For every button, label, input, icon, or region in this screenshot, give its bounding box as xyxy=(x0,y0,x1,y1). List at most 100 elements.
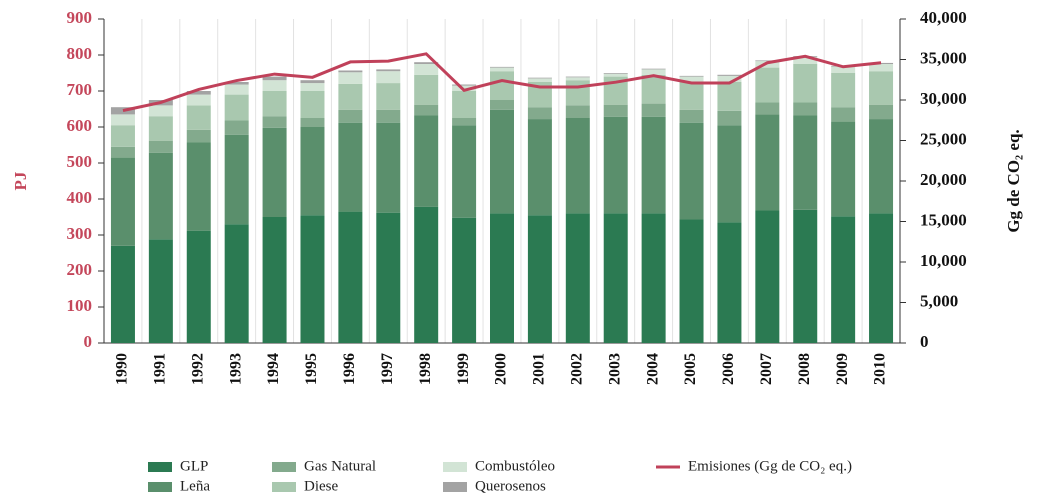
bar-segment xyxy=(755,210,780,343)
y2-tick-label: 10,000 xyxy=(920,251,967,270)
bar-segment xyxy=(679,76,704,82)
bar-segment xyxy=(110,157,135,246)
bar-segment xyxy=(224,224,249,343)
bar-segment xyxy=(527,215,552,343)
legend-label: Combustóleo xyxy=(475,458,555,474)
bar-segment xyxy=(452,84,477,86)
bar-segment xyxy=(338,70,363,73)
bar-segment xyxy=(224,82,249,85)
bar-segment xyxy=(338,109,363,123)
bar-segment xyxy=(641,103,666,117)
bar-segment xyxy=(414,74,439,105)
bar-segment xyxy=(793,64,818,103)
bar-segment xyxy=(414,115,439,207)
bar-segment xyxy=(148,116,173,141)
bar-segment xyxy=(679,122,704,220)
x-tick-label: 1995 xyxy=(303,353,320,385)
bar-segment xyxy=(679,219,704,343)
x-tick-label: 1994 xyxy=(265,353,282,385)
bar-segment xyxy=(110,245,135,343)
bar-segment xyxy=(376,71,401,84)
bar-segment xyxy=(186,105,211,130)
legend-swatch xyxy=(148,462,172,472)
bar-segment xyxy=(869,213,894,343)
y2-tick-label: 25,000 xyxy=(920,129,967,148)
bar-segment xyxy=(717,74,742,76)
bar-segment xyxy=(869,71,894,105)
bar-segment xyxy=(452,217,477,343)
x-tick-label: 1992 xyxy=(189,353,206,385)
bar-segment xyxy=(148,140,173,153)
bar-segment xyxy=(755,102,780,115)
emission-line xyxy=(122,52,882,112)
bar-segment xyxy=(793,115,818,210)
x-tick-label: 1999 xyxy=(455,353,472,385)
bar-segment xyxy=(414,104,439,116)
bar-segment xyxy=(717,75,742,82)
bar-segment xyxy=(300,91,325,118)
bar-segment xyxy=(793,56,818,64)
bar-segment xyxy=(300,83,325,91)
bar-segment xyxy=(603,104,628,117)
x-tick-label: 2006 xyxy=(720,353,737,385)
bar-segment xyxy=(490,67,514,72)
y2-tick-label: 40,000 xyxy=(920,8,967,27)
bar-segment xyxy=(603,116,628,214)
y-tick-label: 400 xyxy=(67,188,93,207)
x-tick-label: 1993 xyxy=(227,353,244,385)
bar-segment xyxy=(717,82,742,111)
bar-segment xyxy=(414,64,439,75)
bar-segment xyxy=(565,213,590,343)
bar-segment xyxy=(186,230,211,343)
bar-segment xyxy=(110,146,135,158)
bar-segment xyxy=(565,77,590,81)
y-tick-label: 700 xyxy=(67,80,93,99)
bar-segment xyxy=(300,118,325,127)
legend-label: Querosenos xyxy=(475,478,546,494)
legend-label: Leña xyxy=(180,478,210,494)
bar-segment xyxy=(338,211,363,343)
x-tick-label: 2002 xyxy=(568,353,585,385)
bar-segment xyxy=(148,105,173,117)
bar-segment xyxy=(262,80,287,91)
bar-segment xyxy=(755,67,780,103)
bar-segment xyxy=(186,94,211,106)
bar-segment xyxy=(452,125,477,218)
bar-segment xyxy=(300,80,325,84)
bar-segment xyxy=(148,152,173,240)
bar-segment xyxy=(641,213,666,343)
legend-label: GLP xyxy=(180,458,208,474)
x-tick-label: 2001 xyxy=(531,353,548,385)
bar-segment xyxy=(262,116,287,128)
x-tick-label: 1996 xyxy=(341,353,358,385)
bar-segment xyxy=(679,82,704,110)
bar-segment xyxy=(603,73,628,74)
bar-segment xyxy=(262,91,287,117)
bar-segment xyxy=(452,91,477,118)
bar-segment xyxy=(414,206,439,343)
y2-tick-label: 0 xyxy=(920,332,929,351)
y-axis-label: PJ xyxy=(11,171,30,190)
bar-segment xyxy=(414,62,439,64)
bar-segment xyxy=(376,83,401,110)
y2-tick-label: 30,000 xyxy=(920,89,967,108)
y-tick-label: 0 xyxy=(84,332,93,351)
legend-label: Emisiones (Gg de CO₂ eq.) xyxy=(688,458,852,474)
y-tick-label: 600 xyxy=(67,116,93,135)
bar-segment xyxy=(679,109,704,123)
bar-segment xyxy=(869,64,894,72)
bar-segment xyxy=(641,74,666,104)
legend-label: Diese xyxy=(304,478,338,494)
legend-swatch xyxy=(272,482,296,492)
x-tick-label: 1990 xyxy=(114,353,131,385)
y-tick-label: 100 xyxy=(67,296,93,315)
bar-segment xyxy=(338,83,363,110)
bar-segment xyxy=(603,73,628,77)
legend-label: Gas Natural xyxy=(304,458,376,474)
bar-segment xyxy=(565,80,590,106)
legend-swatch xyxy=(443,482,467,492)
bar-segment xyxy=(262,127,287,217)
bar-segment xyxy=(338,122,363,212)
x-tick-label: 1998 xyxy=(417,353,434,385)
